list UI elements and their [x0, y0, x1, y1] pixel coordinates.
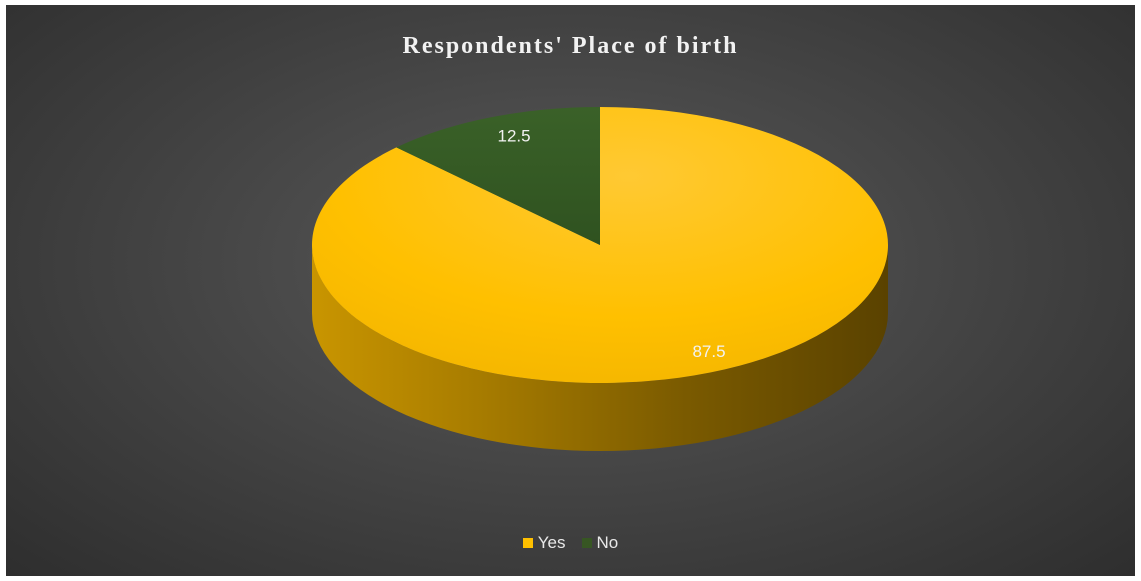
pie-chart: 87.5 12.5: [311, 107, 888, 451]
data-label-yes: 87.5: [692, 342, 725, 361]
legend-swatch-no: [581, 538, 592, 548]
legend: Yes No: [6, 533, 1135, 553]
legend-item-no: No: [581, 533, 619, 553]
chart-area: Respondents' Place of birth 87.5 12.5: [6, 5, 1135, 576]
legend-label-no: No: [596, 533, 619, 552]
legend-label-yes: Yes: [537, 533, 566, 552]
legend-item-yes: Yes: [522, 533, 566, 553]
chart-title: Respondents' Place of birth: [402, 33, 739, 59]
data-label-no: 12.5: [497, 127, 530, 146]
pie-side-wall: [312, 245, 888, 451]
pie-slice-no: [396, 107, 600, 245]
legend-swatch-yes: [522, 538, 533, 548]
